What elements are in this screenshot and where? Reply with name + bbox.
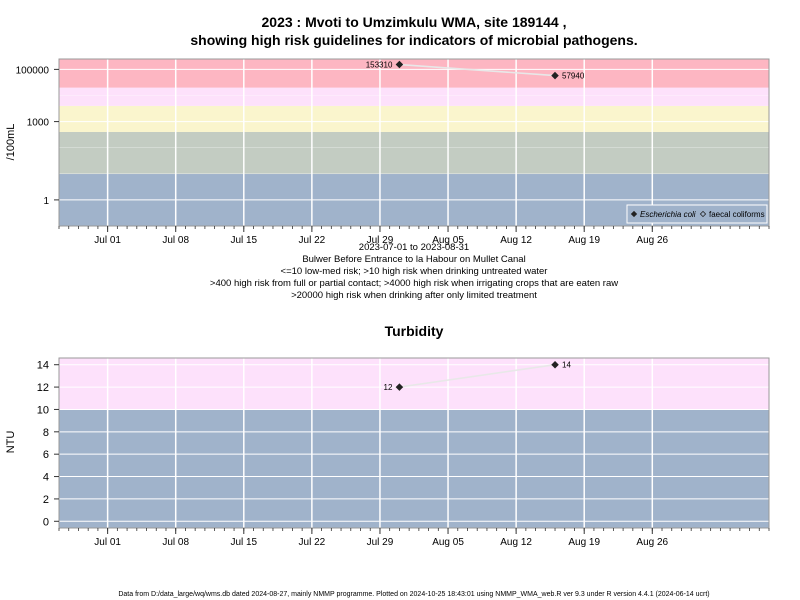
chart2-data-label: 14 [562, 361, 571, 370]
chart2-series-line [399, 363, 556, 388]
chart2-y-tick-label: 4 [43, 472, 49, 484]
chart2-y-tick-label: 6 [43, 449, 49, 461]
chart1-x-tick-label: Jul 29 [367, 235, 394, 246]
chart1-title-line2: showing high risk guidelines for indicat… [190, 32, 637, 48]
chart2-y-tick-label: 2 [43, 494, 49, 506]
chart2-x-tick-label: Aug 19 [568, 537, 600, 548]
chart2-x-tick-label: Aug 26 [636, 537, 668, 548]
chart2-risk-band [59, 409, 769, 528]
chart1-x-tick-label: Jul 15 [230, 235, 257, 246]
chart1-data-point [395, 60, 404, 69]
chart1-data-label: 57940 [562, 72, 585, 81]
chart1-y-tick-label: 100000 [16, 65, 50, 76]
legend-marker [699, 210, 707, 218]
chart2-y-tick-label: 10 [37, 404, 49, 416]
chart1-plot-border [58, 58, 770, 227]
chart2-x-tick-label: Jul 01 [94, 537, 121, 548]
chart2-data-point [551, 360, 559, 369]
legend-entry-label: faecal coliforms [709, 210, 765, 219]
chart1-x-tick-label: Jul 08 [162, 235, 189, 246]
chart2-x-tick-label: Jul 15 [230, 537, 257, 548]
chart2-title: Turbidity [385, 323, 444, 339]
chart1-date-range: 2023-07-01 to 2023-08-31 [359, 242, 469, 253]
chart1-risk-band [59, 87, 769, 106]
chart2-data-point [395, 383, 404, 391]
chart2-x-tick-label: Jul 08 [162, 537, 189, 548]
chart1-y-axis-label: /100mL [5, 124, 17, 161]
chart2-y-tick-label: 8 [43, 427, 49, 439]
chart2-risk-band [59, 358, 769, 410]
chart1-data-point [551, 71, 559, 80]
chart2-data-label: 12 [384, 383, 393, 392]
chart2-plot-area: Jul 01 Jul 08 Jul 15 Jul 22 Jul 29 Aug 05 Aug … [37, 357, 770, 548]
footer-note: Data from D:/data_large/wq/wms.db dated … [118, 591, 709, 598]
chart1-y-tick-label: 1000 [27, 118, 50, 129]
chart2-y-tick-label: 14 [37, 360, 49, 372]
chart1-legend: Escherichia coli faecal coliforms [626, 204, 768, 224]
chart2-y-tick-label: 0 [43, 516, 49, 528]
chart2-y-axis-label: NTU [5, 431, 17, 454]
chart1-x-tick-label: Aug 19 [568, 235, 600, 246]
chart1-risk-band [59, 59, 769, 88]
chart1-series-line [399, 63, 556, 77]
legend-box [626, 204, 768, 224]
chart1-site-description: Bulwer Before Entrance to la Habour on M… [302, 254, 525, 265]
chart1-title-line1: 2023 : Mvoti to Umzimkulu WMA, site 1891… [262, 14, 567, 30]
chart2-x-tick-label: Aug 12 [500, 537, 532, 548]
chart1-x-tick-label: Jul 01 [94, 235, 121, 246]
chart2-plot-border [58, 357, 770, 529]
chart1-x-tick-label: Aug 12 [500, 235, 532, 246]
legend-marker [630, 210, 638, 218]
chart2-x-tick-label: Aug 05 [432, 537, 464, 548]
chart1-risk-band [59, 131, 769, 174]
chart1-x-tick-label: Aug 05 [432, 235, 464, 246]
chart1-guideline-note-3: >20000 high risk when drinking after onl… [291, 290, 537, 301]
chart1-guideline-note-2: >400 high risk from full or partial cont… [210, 278, 618, 289]
chart1-guideline-note-1: <=10 low-med risk; >10 high risk when dr… [281, 266, 548, 277]
chart1-x-tick-label: Aug 26 [636, 235, 668, 246]
chart1-x-tick-label: Jul 22 [299, 235, 326, 246]
legend-entry-label: Escherichia coli [640, 210, 696, 219]
chart1-data-label: 153310 [366, 61, 393, 70]
chart2-y-tick-label: 12 [37, 382, 49, 394]
chart2-x-tick-label: Jul 22 [299, 537, 326, 548]
chart1-risk-band [59, 105, 769, 132]
chart1-plot-area: Jul 01 Jul 08 Jul 15 Jul 22 Jul 29 Aug 05 Aug … [16, 58, 770, 246]
chart2-x-tick-label: Jul 29 [367, 537, 394, 548]
chart1-y-tick-label: 1 [43, 196, 49, 207]
